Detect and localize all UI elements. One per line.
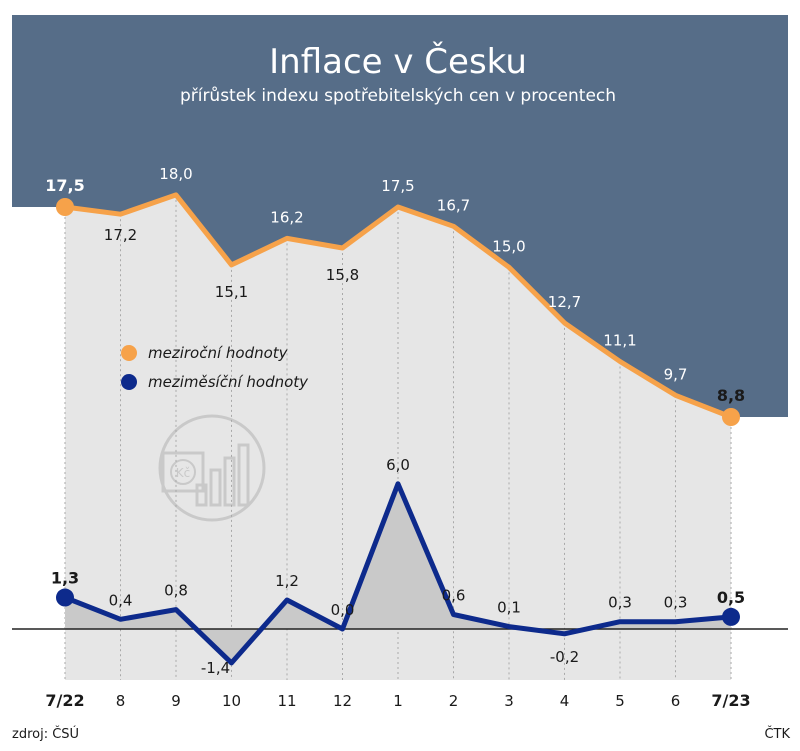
x-tick-label: 8 bbox=[116, 692, 126, 710]
yoy-data-label: 11,1 bbox=[603, 331, 636, 349]
mom-series-line bbox=[64, 481, 732, 666]
legend-mom-label: meziměsíční hodnoty bbox=[148, 373, 309, 391]
source-note: zdroj: ČSÚ bbox=[12, 726, 79, 742]
x-tick-label: 1 bbox=[393, 692, 403, 710]
x-tick-label: 10 bbox=[222, 692, 241, 710]
yoy-data-label: 16,7 bbox=[437, 196, 470, 214]
yoy-point bbox=[56, 198, 74, 216]
mom-data-label: 0,5 bbox=[717, 588, 745, 607]
mom-data-label: 0,1 bbox=[497, 599, 521, 617]
mom-point bbox=[722, 607, 740, 626]
header-band bbox=[12, 15, 788, 417]
yoy-data-label: 18,0 bbox=[159, 165, 192, 183]
yoy-data-label: 15,1 bbox=[215, 283, 248, 301]
chart-title: Inflace v Česku bbox=[269, 41, 527, 82]
background-layer bbox=[12, 15, 788, 680]
yoy-data-label: 9,7 bbox=[664, 365, 688, 383]
mom-data-label: 0,4 bbox=[109, 591, 133, 609]
mom-data-label: 1,3 bbox=[51, 569, 79, 588]
legend-yoy-label: meziroční hodnoty bbox=[148, 344, 289, 362]
mom-data-label: 6,0 bbox=[386, 456, 410, 474]
yoy-data-label: 16,2 bbox=[270, 208, 303, 226]
mom-data-label: 0,3 bbox=[608, 594, 632, 612]
yoy-series-line bbox=[64, 192, 732, 420]
svg-text:Kč: Kč bbox=[176, 466, 190, 480]
legend-mom-marker bbox=[121, 374, 137, 390]
mom-point bbox=[56, 588, 74, 607]
mom-area bbox=[65, 483, 731, 663]
x-tick-label: 12 bbox=[333, 692, 352, 710]
mom-data-label: 0,3 bbox=[664, 594, 688, 612]
mom-data-label: 0,6 bbox=[442, 586, 466, 604]
legend-yoy-marker bbox=[121, 345, 137, 361]
yoy-data-label: 15,8 bbox=[326, 266, 359, 284]
currency-chart-icon: Kč bbox=[158, 414, 266, 522]
yoy-point bbox=[722, 408, 740, 426]
x-tick-label: 7/22 bbox=[45, 691, 84, 710]
yoy-data-label: 17,2 bbox=[104, 226, 137, 244]
mom-data-label: 0,0 bbox=[331, 601, 355, 619]
mom-data-label: -0,2 bbox=[550, 648, 579, 666]
yoy-data-label: 12,7 bbox=[548, 293, 581, 311]
mom-data-label: 1,2 bbox=[275, 572, 299, 590]
yoy-data-label: 17,5 bbox=[381, 177, 414, 195]
yoy-data-label: 8,8 bbox=[717, 386, 745, 405]
mom-data-label: -1,4 bbox=[201, 659, 230, 677]
x-tick-label: 7/23 bbox=[711, 691, 750, 710]
plot-layer: 17,5 17,2 18,0 15,1 16,2 15,8 17,5 16,7 15,0 12,7… bbox=[12, 165, 788, 710]
yoy-data-label: 17,5 bbox=[45, 176, 84, 195]
x-tick-label: 9 bbox=[171, 692, 181, 710]
x-tick-label: 5 bbox=[615, 692, 625, 710]
x-tick-label: 11 bbox=[277, 692, 296, 710]
x-tick-label: 4 bbox=[560, 692, 570, 710]
mom-data-label: 0,8 bbox=[164, 582, 188, 600]
chart-subtitle: přírůstek indexu spotřebitelských cen v … bbox=[180, 86, 616, 106]
x-tick-label: 2 bbox=[449, 692, 459, 710]
legend: meziroční hodnoty meziměsíční hodnoty bbox=[121, 344, 309, 391]
yoy-data-label: 15,0 bbox=[492, 237, 525, 255]
x-tick-label: 6 bbox=[671, 692, 681, 710]
x-tick-label: 3 bbox=[504, 692, 514, 710]
agency-credit: ČTK bbox=[764, 726, 790, 742]
